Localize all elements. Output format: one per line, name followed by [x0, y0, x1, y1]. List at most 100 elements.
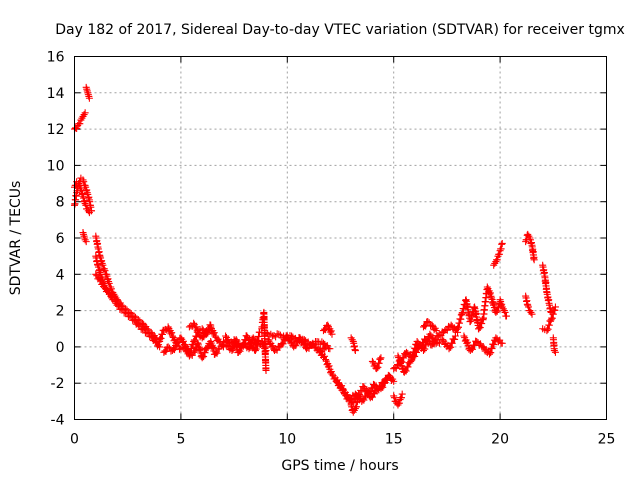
data-point-dense — [421, 345, 429, 353]
data-point-dense — [488, 345, 496, 353]
data-point — [402, 348, 410, 356]
data-point-dense — [76, 120, 84, 128]
data-point-dense — [179, 337, 187, 345]
x-tick-label: 15 — [385, 432, 403, 448]
data-point-dense — [188, 351, 196, 359]
data-point — [198, 325, 206, 333]
data-point — [283, 332, 291, 340]
data-point-dense — [404, 363, 412, 371]
data-point — [215, 345, 223, 353]
data-point — [190, 337, 198, 345]
data-point — [354, 397, 362, 405]
data-point — [483, 283, 491, 291]
data-point-dense — [236, 347, 244, 355]
data-point-dense — [501, 308, 509, 316]
x-tick-label: 0 — [70, 432, 79, 448]
data-point — [371, 381, 379, 389]
x-tick-label: 20 — [491, 432, 509, 448]
data-point — [445, 345, 453, 353]
data-point-dense — [204, 329, 212, 337]
y-tick-label: 0 — [56, 340, 65, 356]
data-point-dense — [424, 337, 432, 345]
data-point-dense — [381, 379, 389, 387]
y-tick-label: 14 — [47, 86, 65, 102]
data-point-dense — [292, 342, 300, 350]
data-point-dense — [213, 349, 221, 357]
x-tick-label: 10 — [278, 432, 296, 448]
data-point-dense — [398, 394, 406, 402]
data-point — [81, 109, 89, 117]
data-point-dense — [80, 178, 88, 186]
data-point-dense — [301, 340, 309, 348]
data-point — [100, 283, 108, 291]
data-point — [315, 347, 323, 355]
data-point — [424, 317, 432, 325]
data-point — [485, 350, 493, 358]
data-point — [428, 321, 436, 329]
data-point — [134, 321, 142, 329]
data-point — [322, 356, 330, 364]
data-point — [543, 327, 551, 335]
data-point-dense — [545, 321, 553, 329]
data-point-dense — [192, 323, 200, 331]
data-point — [351, 347, 359, 355]
data-point-dense — [547, 317, 555, 325]
data-point — [528, 310, 536, 318]
data-point-dense — [325, 362, 333, 370]
data-point — [324, 321, 332, 329]
x-axis-ticks: 0 5 10 15 20 25 — [70, 56, 616, 448]
data-point — [275, 330, 283, 338]
data-point-dense — [362, 392, 370, 400]
data-point — [139, 325, 147, 333]
data-point-dense — [338, 382, 346, 390]
data-point-dense — [210, 329, 218, 337]
data-point — [92, 270, 100, 278]
data-point — [426, 330, 434, 338]
data-point-dense — [175, 345, 183, 353]
data-point-dense — [321, 352, 329, 360]
data-point — [143, 328, 151, 336]
data-point — [322, 343, 330, 351]
data-point — [373, 365, 381, 373]
data-point-dense — [476, 324, 484, 332]
data-point-dense — [240, 340, 248, 348]
data-point-dense — [422, 341, 430, 349]
data-point — [113, 296, 121, 304]
data-point-dense — [245, 335, 253, 343]
data-point-dense — [478, 320, 486, 328]
data-point-dense — [327, 327, 335, 335]
data-point — [432, 327, 440, 335]
data-point-dense — [447, 343, 455, 351]
data-point — [122, 308, 130, 316]
data-point — [117, 305, 125, 313]
y-tick-label: 8 — [56, 195, 65, 211]
data-point — [262, 328, 270, 336]
data-point — [309, 339, 317, 347]
data-point — [419, 347, 427, 355]
data-point — [390, 377, 398, 385]
data-point — [245, 345, 253, 353]
data-point-dense — [486, 289, 494, 297]
data-point-dense — [101, 267, 109, 275]
y-tick-label: 10 — [47, 158, 65, 174]
data-point — [498, 239, 506, 247]
data-point — [130, 316, 138, 324]
grid-lines — [74, 56, 607, 420]
data-point-dense — [343, 391, 351, 399]
data-point — [211, 332, 219, 340]
data-point-dense — [544, 325, 552, 333]
data-point-dense — [200, 353, 208, 361]
data-point — [498, 339, 506, 347]
data-point-dense — [82, 201, 90, 209]
data-point — [151, 337, 159, 345]
data-point-dense — [112, 296, 120, 304]
data-point — [85, 94, 93, 102]
x-tick-label: 25 — [598, 432, 616, 448]
data-point-dense — [168, 329, 176, 337]
data-point — [473, 337, 481, 345]
data-point — [439, 336, 447, 344]
data-point — [219, 337, 227, 345]
data-point — [296, 334, 304, 342]
data-point-dense — [251, 346, 259, 354]
